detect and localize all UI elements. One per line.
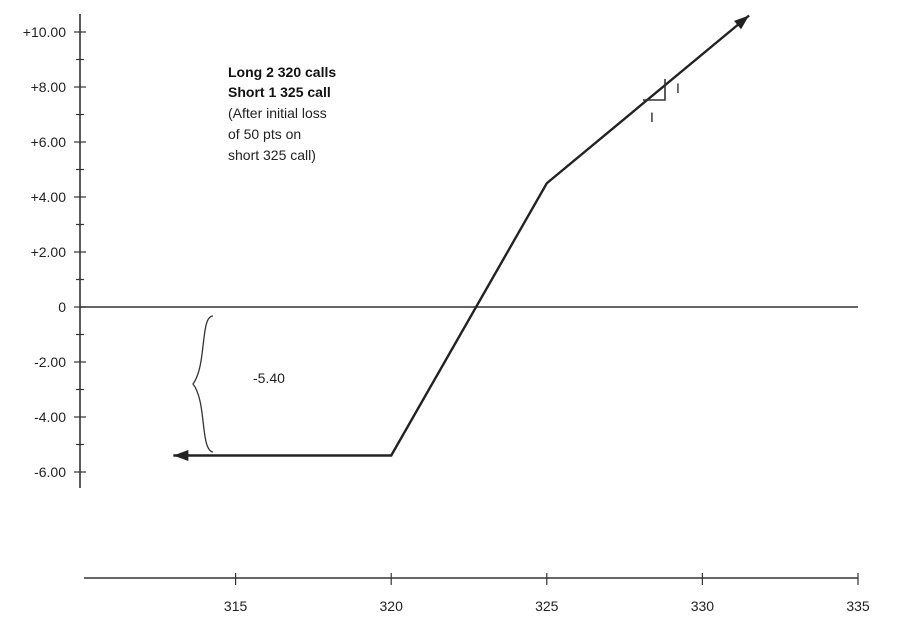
max-loss-label: -5.40 (253, 370, 285, 386)
slope-run-label: I (650, 109, 654, 125)
x-tick-label: 335 (846, 598, 870, 614)
y-tick-label: -6.00 (34, 464, 66, 480)
loss-brace (192, 315, 214, 453)
x-tick-label: 315 (224, 598, 248, 614)
y-tick-label: -4.00 (34, 409, 66, 425)
annotations: Long 2 320 calls Short 1 325 call (After… (192, 64, 680, 453)
right-arrowhead (734, 15, 750, 30)
slope-triangle (643, 79, 666, 101)
x-axis: 315 320 325 330 335 (84, 573, 870, 614)
y-tick-label: +10.00 (23, 24, 66, 40)
slope-rise-label: I (676, 80, 680, 96)
y-tick-label: -2.00 (34, 354, 66, 370)
note-line-3: short 325 call) (228, 147, 316, 163)
note-line-1: (After initial loss (228, 105, 327, 121)
y-tick-label: +2.00 (31, 244, 67, 260)
y-tick-label: +4.00 (31, 189, 67, 205)
payoff-line (173, 14, 750, 457)
y-axis: +10.00 +8.00 +6.00 +4.00 +2.00 0 -2.00 -4.00 -6.… (23, 14, 86, 488)
position-line-1: Long 2 320 calls (228, 64, 336, 80)
note-line-2: of 50 pts on (228, 126, 301, 142)
x-tick-label: 320 (380, 598, 404, 614)
position-line-2: Short 1 325 call (228, 84, 331, 100)
y-tick-label: +8.00 (31, 79, 67, 95)
payoff-series (173, 14, 750, 461)
y-tick-label: +6.00 (31, 134, 67, 150)
x-tick-label: 330 (691, 598, 715, 614)
y-tick-label: 0 (58, 299, 66, 315)
left-arrowhead (173, 450, 189, 461)
x-tick-label: 325 (535, 598, 559, 614)
